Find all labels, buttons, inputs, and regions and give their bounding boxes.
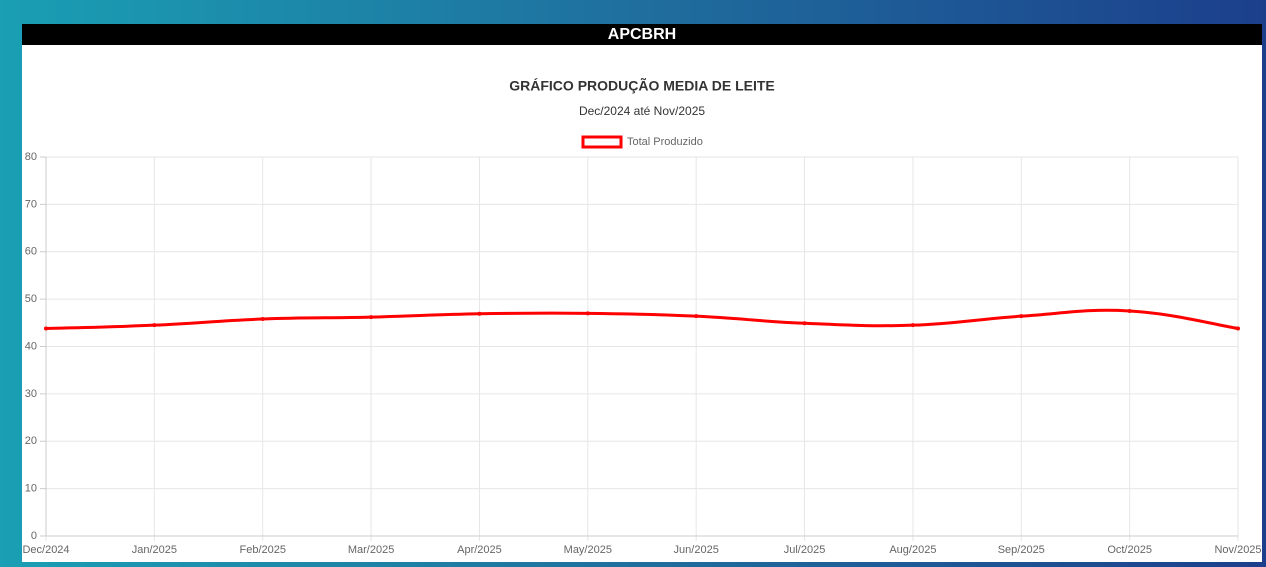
point (1127, 308, 1132, 313)
y-tick-label: 80 (25, 151, 37, 163)
point (585, 311, 590, 316)
x-tick-label: Feb/2025 (239, 544, 285, 556)
y-tick-label: 60 (25, 246, 37, 258)
point (477, 311, 482, 316)
y-tick-label: 0 (31, 530, 37, 542)
x-tick-label: May/2025 (564, 544, 612, 556)
point (369, 315, 374, 320)
x-tick-label: Aug/2025 (889, 544, 936, 556)
y-tick-label: 10 (25, 483, 37, 495)
x-tick-label: Apr/2025 (457, 544, 502, 556)
x-tick-label: Jun/2025 (674, 544, 719, 556)
legend-label: Total Produzido (627, 136, 703, 148)
chart-subtitle: Dec/2024 até Nov/2025 (579, 104, 705, 118)
y-tick-label: 50 (25, 293, 37, 305)
x-tick-label: Jul/2025 (784, 544, 826, 556)
chart-title: GRÁFICO PRODUÇÃO MEDIA DE LEITE (509, 77, 775, 94)
header-title: APCBRH (22, 24, 1262, 45)
x-tick-label: Nov/2025 (1214, 544, 1261, 556)
y-tick-label: 30 (25, 388, 37, 400)
y-tick-label: 20 (25, 435, 37, 447)
x-tick-label: Oct/2025 (1107, 544, 1152, 556)
x-tick-label: Jan/2025 (132, 544, 177, 556)
y-tick-label: 70 (25, 198, 37, 210)
series-line (45, 308, 1239, 330)
x-tick-label: Sep/2025 (998, 544, 1045, 556)
point (1236, 326, 1240, 331)
x-tick-label: Mar/2025 (348, 544, 394, 556)
point (694, 314, 699, 319)
point (802, 321, 807, 326)
point (1019, 314, 1024, 319)
y-tick-label: 40 (25, 340, 37, 352)
x-tick-label: Dec/2024 (22, 544, 69, 556)
legend-swatch (581, 135, 623, 149)
point (910, 323, 915, 328)
point (44, 326, 48, 331)
point (152, 323, 157, 328)
panel: APCBRH (22, 24, 1262, 562)
point (260, 317, 265, 322)
